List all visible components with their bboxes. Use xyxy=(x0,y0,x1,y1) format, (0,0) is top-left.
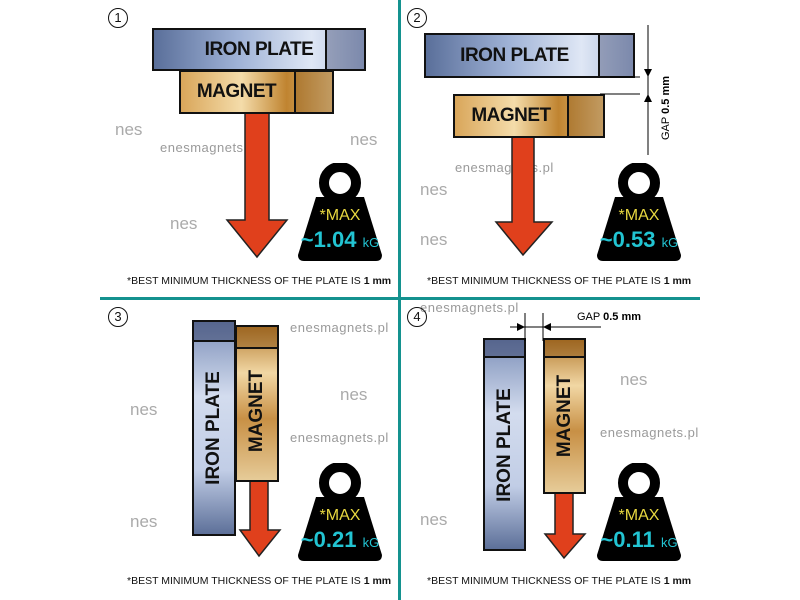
thickness-note: *BEST MINIMUM THICKNESS OF THE PLATE IS … xyxy=(427,575,692,587)
thickness-note: *BEST MINIMUM THICKNESS OF THE PLATE IS … xyxy=(427,275,692,287)
max-label: *MAX xyxy=(618,207,660,224)
iron-plate: IRON PLATE xyxy=(192,320,236,536)
vertical-divider xyxy=(398,0,401,600)
panel-number: 2 xyxy=(407,8,427,28)
iron-plate: IRON PLATE xyxy=(483,338,526,551)
watermark-text: enesmagnets.pl xyxy=(600,425,699,440)
iron-plate: IRON PLATE xyxy=(424,33,635,78)
force-arrow xyxy=(225,112,289,259)
max-label: *MAX xyxy=(618,507,660,524)
watermark-text: enesmagnets.pl xyxy=(160,140,259,155)
thickness-note: *BEST MINIMUM THICKNESS OF THE PLATE IS … xyxy=(127,275,392,287)
gap-label: GAP 0.5 mm xyxy=(660,75,672,140)
watermark-logo: nes xyxy=(420,180,448,199)
watermark-text: enesmagnets.pl xyxy=(420,300,519,315)
horizontal-divider xyxy=(100,297,700,300)
magnet: MAGNET xyxy=(543,338,586,494)
watermark-logo: nes xyxy=(130,400,158,419)
max-value: ~0.53 kG xyxy=(599,227,679,252)
watermark-logo: nes xyxy=(620,370,648,389)
watermark-logo: nes xyxy=(170,214,198,233)
force-arrow xyxy=(238,480,282,558)
force-arrow xyxy=(494,136,554,257)
max-label: *MAX xyxy=(319,207,361,224)
max-value: ~0.11 kG xyxy=(600,527,678,552)
max-label: *MAX xyxy=(319,507,361,524)
magnet: MAGNET xyxy=(235,325,279,482)
gap-dimension xyxy=(510,313,601,341)
weight-icon: *MAX ~0.11 kG xyxy=(595,463,683,563)
watermark-logo: nes xyxy=(130,512,158,531)
weight-icon: *MAX ~1.04 kG xyxy=(296,163,384,263)
gap-dimension xyxy=(600,25,652,155)
iron-plate: IRON PLATE xyxy=(152,28,366,71)
watermark-logo: nes xyxy=(115,120,143,139)
panel-number: 4 xyxy=(407,307,427,327)
panel-number: 1 xyxy=(108,8,128,28)
magnet: MAGNET xyxy=(179,70,334,114)
panel-number: 3 xyxy=(108,307,128,327)
watermark-text: enesmagnets.pl xyxy=(290,320,389,335)
max-value: ~1.04 kG xyxy=(300,227,380,252)
weight-icon: *MAX ~0.21 kG xyxy=(296,463,384,563)
watermark-logo: nes xyxy=(420,230,448,249)
gap-label: GAP 0.5 mm xyxy=(577,311,642,323)
weight-icon: *MAX ~0.53 kG xyxy=(595,163,683,263)
magnet: MAGNET xyxy=(453,94,605,138)
watermark-logo: nes xyxy=(350,130,378,149)
thickness-note: *BEST MINIMUM THICKNESS OF THE PLATE IS … xyxy=(127,575,392,587)
force-arrow xyxy=(543,492,587,560)
watermark-logo: nes xyxy=(340,385,368,404)
max-value: ~0.21 kG xyxy=(300,527,380,552)
watermark-logo: nes xyxy=(420,510,448,529)
watermark-text: enesmagnets.pl xyxy=(290,430,389,445)
